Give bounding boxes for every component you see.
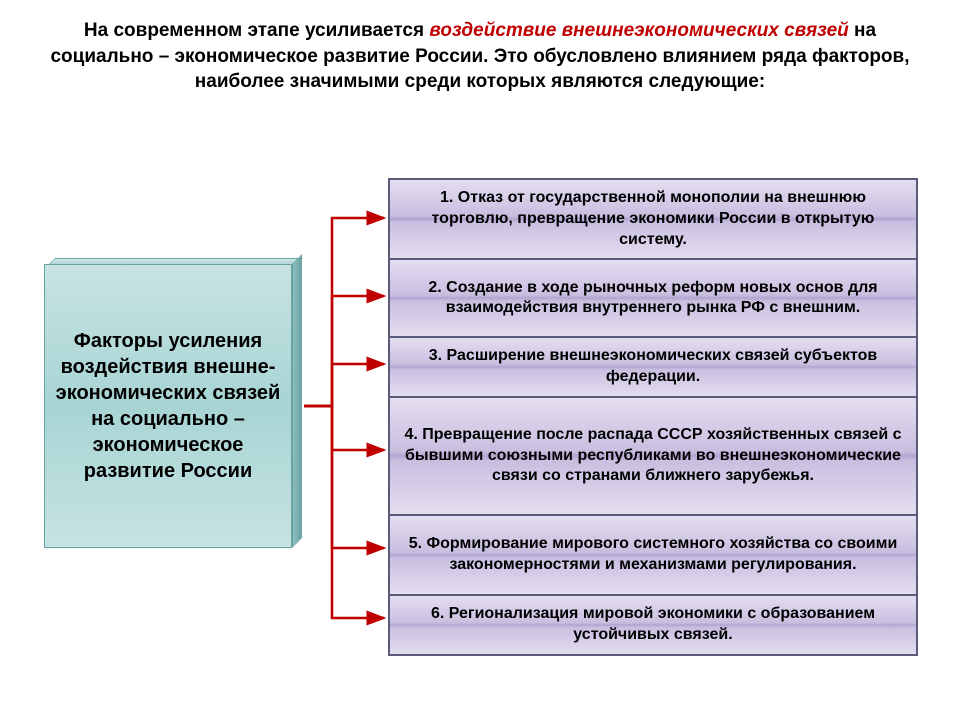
factor-item-2: 2. Создание в ходе рыночных реформ новых… <box>390 260 916 338</box>
factor-item-text: 4. Превращение после распада СССР хозяйс… <box>404 425 902 487</box>
factor-item-text: 5. Формирование мирового системного хозя… <box>404 534 902 576</box>
arrow <box>304 406 384 450</box>
factors-list: 1. Отказ от государственной монополии на… <box>388 178 918 656</box>
factor-item-text: 6. Регионализация мировой экономики с об… <box>404 604 902 646</box>
factor-item-1: 1. Отказ от государственной монополии на… <box>390 180 916 260</box>
factor-item-5: 5. Формирование мирового системного хозя… <box>390 516 916 596</box>
arrow <box>304 364 384 406</box>
heading-part1: На современном этапе усиливается <box>84 20 429 41</box>
factor-item-6: 6. Регионализация мировой экономики с об… <box>390 596 916 654</box>
arrow <box>304 218 384 406</box>
source-box-3d-side <box>292 254 302 548</box>
arrow <box>304 296 384 406</box>
arrow <box>304 406 384 548</box>
source-box-face: Факторы усиления воздействия внешне-экон… <box>44 264 292 548</box>
heading-emphasis: воздействие внешнеэкономических связей <box>429 20 848 41</box>
source-box: Факторы усиления воздействия внешне-экон… <box>44 264 292 548</box>
factor-item-text: 1. Отказ от государственной монополии на… <box>404 188 902 250</box>
factor-item-text: 3. Расширение внешнеэкономических связей… <box>404 346 902 388</box>
slide-heading: На современном этапе усиливается воздейс… <box>40 18 920 95</box>
factor-item-text: 2. Создание в ходе рыночных реформ новых… <box>404 278 902 320</box>
factor-item-4: 4. Превращение после распада СССР хозяйс… <box>390 398 916 516</box>
arrow <box>304 406 384 618</box>
factor-item-3: 3. Расширение внешнеэкономических связей… <box>390 338 916 398</box>
source-box-text: Факторы усиления воздействия внешне-экон… <box>55 328 281 484</box>
